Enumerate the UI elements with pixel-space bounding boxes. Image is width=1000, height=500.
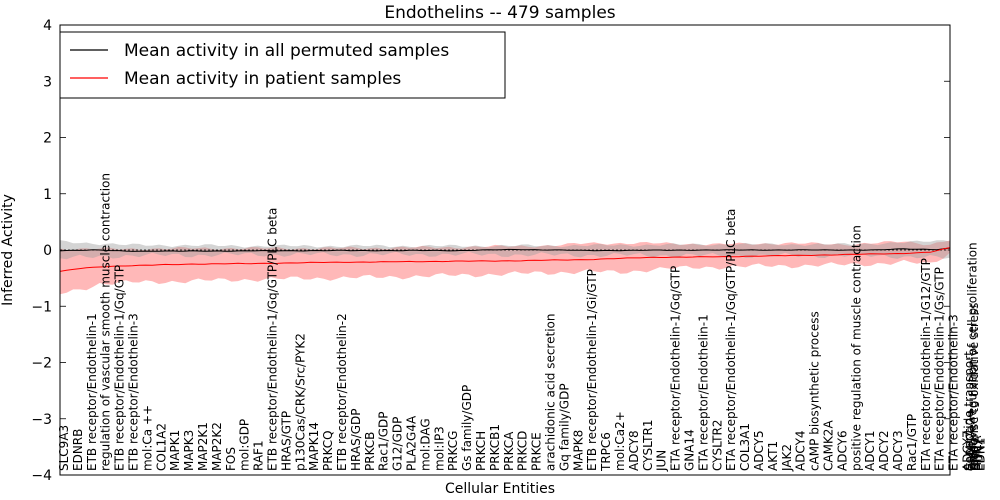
entity-label: MAP2K2 <box>210 422 224 471</box>
entity-label: ETB receptor/Endothelin-3 <box>127 313 141 471</box>
entity-label: ADCY5 <box>752 430 766 471</box>
entity-label: mol:IP3 <box>432 426 446 471</box>
entity-label: ETA receptor/Endothelin-1/Gs/GTP <box>933 267 947 471</box>
entity-label: SLC9A3 <box>57 425 71 471</box>
y-tick-label: 0 <box>43 243 52 259</box>
entity-label: ETB receptor/Endothelin-1/Gq/GTP <box>113 265 127 471</box>
entity-label: COL3A1 <box>738 423 752 471</box>
entity-label: CAMK2A <box>822 420 836 471</box>
entity-label: response to oxidative stress <box>967 303 981 471</box>
entity-label: BMF <box>969 445 983 471</box>
entity-label: arachidonic acid secretion <box>544 314 558 471</box>
entity-label: TRPC6 <box>599 432 613 472</box>
y-tick-label: −3 <box>31 412 52 428</box>
entity-label: ADCY7 <box>961 430 975 471</box>
entity-label: ADCY8 <box>627 430 641 471</box>
entity-label: JAK2 <box>780 444 794 472</box>
entity-label: Rac1/GTP <box>905 414 919 471</box>
entity-label: PRKCB1 <box>488 424 502 471</box>
entity-label: MAPK3 <box>182 430 196 471</box>
entity-label: positive regulation of cell proliferatio… <box>965 242 979 471</box>
entity-label: PLA2G4A <box>405 415 419 471</box>
entity-label: mol:Ca ++ <box>140 405 154 471</box>
chart-title: Endothelins -- 479 samples <box>384 3 615 23</box>
y-tick-label: 1 <box>43 187 52 203</box>
y-axis-label: Inferred Activity <box>0 194 16 306</box>
legend-box <box>59 31 506 99</box>
entity-label: EDNRB <box>71 429 85 471</box>
confidence-bands <box>60 240 950 295</box>
x-axis-label: Cellular Entities <box>445 481 555 497</box>
series-lines <box>59 247 951 272</box>
entity-label: regulation of vascular smooth muscle con… <box>99 173 113 471</box>
entity-label: p130Cas/CRK/Src/PYK2 <box>293 333 307 471</box>
plot-frame <box>59 24 951 476</box>
entity-label: mol:GDP <box>238 419 252 471</box>
y-tick-label: −1 <box>31 299 52 315</box>
entity-label: ETA receptor/Endothelin-1/Gq/GTP <box>669 266 683 471</box>
entity-label: EDN2 <box>972 438 986 471</box>
entity-label: ADCY1 <box>863 430 877 471</box>
entity-label: CYSLTR1 <box>641 420 655 471</box>
entity-label: HRAS/GDP <box>349 408 363 471</box>
line-permuted <box>59 247 951 252</box>
entity-label: PRKCQ <box>321 430 335 471</box>
entity-label: ADCY4 <box>794 430 808 471</box>
entity-label: ADCY2 <box>877 430 891 471</box>
entity-label: MAPK1 <box>168 430 182 471</box>
y-tick-label: 4 <box>43 18 52 34</box>
entity-label: JUN <box>655 450 669 472</box>
y-tick-label: 2 <box>43 131 52 147</box>
band-patient <box>60 240 950 295</box>
entity-label: CYSLTR2 <box>710 420 724 471</box>
legend-label-permuted: Mean activity in all permuted samples <box>124 41 449 61</box>
entity-label: Gs family/GDP <box>460 385 474 471</box>
entity-label: Sopeptide transport <box>962 351 976 471</box>
entity-label: FOS <box>224 447 238 471</box>
entity-label: GNA14 <box>683 429 697 471</box>
entity-label: COL1A2 <box>154 423 168 471</box>
y-tick-label: −2 <box>31 356 52 372</box>
entity-label: PRKCA <box>502 431 516 471</box>
entity-label: Gq family/GDP <box>557 383 571 471</box>
line-patient <box>59 247 951 272</box>
entity-label: positive regulation of muscle contractio… <box>849 225 863 471</box>
y-tick-label: −4 <box>31 468 52 484</box>
entity-label: ETB receptor/Endothelin-1/Gi/GTP <box>585 269 599 471</box>
entity-label: mol:DAG <box>418 418 432 471</box>
entity-label: ETB receptor/Endothelin-1 <box>85 313 99 471</box>
entity-label: ETB receptor/Endothelin-2 <box>335 313 349 471</box>
legend: Mean activity in all permuted samples Me… <box>59 31 506 99</box>
entity-label: HIF1A <box>970 435 984 471</box>
entity-label: PRKCG <box>446 431 460 471</box>
entity-label: ETA receptor/Endothelin-1 <box>696 314 710 471</box>
entity-label: ETA receptor/Endothelin-1/Gq/GTP/PLC bet… <box>724 209 738 471</box>
entity-label: ETA receptor/Endothelin-3 <box>947 314 961 471</box>
entity-label: ETB receptor/Endothelin-1/Gq/GTP/PLC bet… <box>266 208 280 471</box>
entity-label: MAPK14 <box>307 422 321 471</box>
entity-label: ADCY6 <box>835 430 849 471</box>
y-tick-label: 3 <box>43 74 52 90</box>
entity-label: HRAS/GTP <box>279 411 293 471</box>
entity-label: ETA receptor/Endothelin-1/G12/GTP <box>919 258 933 471</box>
entity-label: Rac1/GDP <box>377 412 391 471</box>
entity-label: RAF1 <box>252 440 266 471</box>
entity-label: PRKCE <box>530 432 544 471</box>
entity-label: CaM/Ca2+ <box>964 407 978 471</box>
x-axis-entity-labels: SLC9A3 EDNRB ETB receptor/Endothelin-1 regu… <box>57 173 987 472</box>
legend-label-patient: Mean activity in patient samples <box>124 69 401 89</box>
entity-label: PRKCH <box>474 431 488 471</box>
entity-label: PRKCB <box>363 432 377 471</box>
entity-label: G12/GDP <box>391 417 405 471</box>
entity-label: PRKCD <box>516 431 530 471</box>
entity-label: MAPK8 <box>571 430 585 471</box>
entity-label: ADCY3 <box>891 430 905 471</box>
entity-label: cAMP biosynthetic process <box>808 311 822 471</box>
entity-label: EDN1 <box>973 438 987 471</box>
entity-label: mol:Ca2+ <box>613 411 627 471</box>
entity-label: MAP2K1 <box>196 422 210 471</box>
entity-label: AKT1 <box>766 441 780 471</box>
